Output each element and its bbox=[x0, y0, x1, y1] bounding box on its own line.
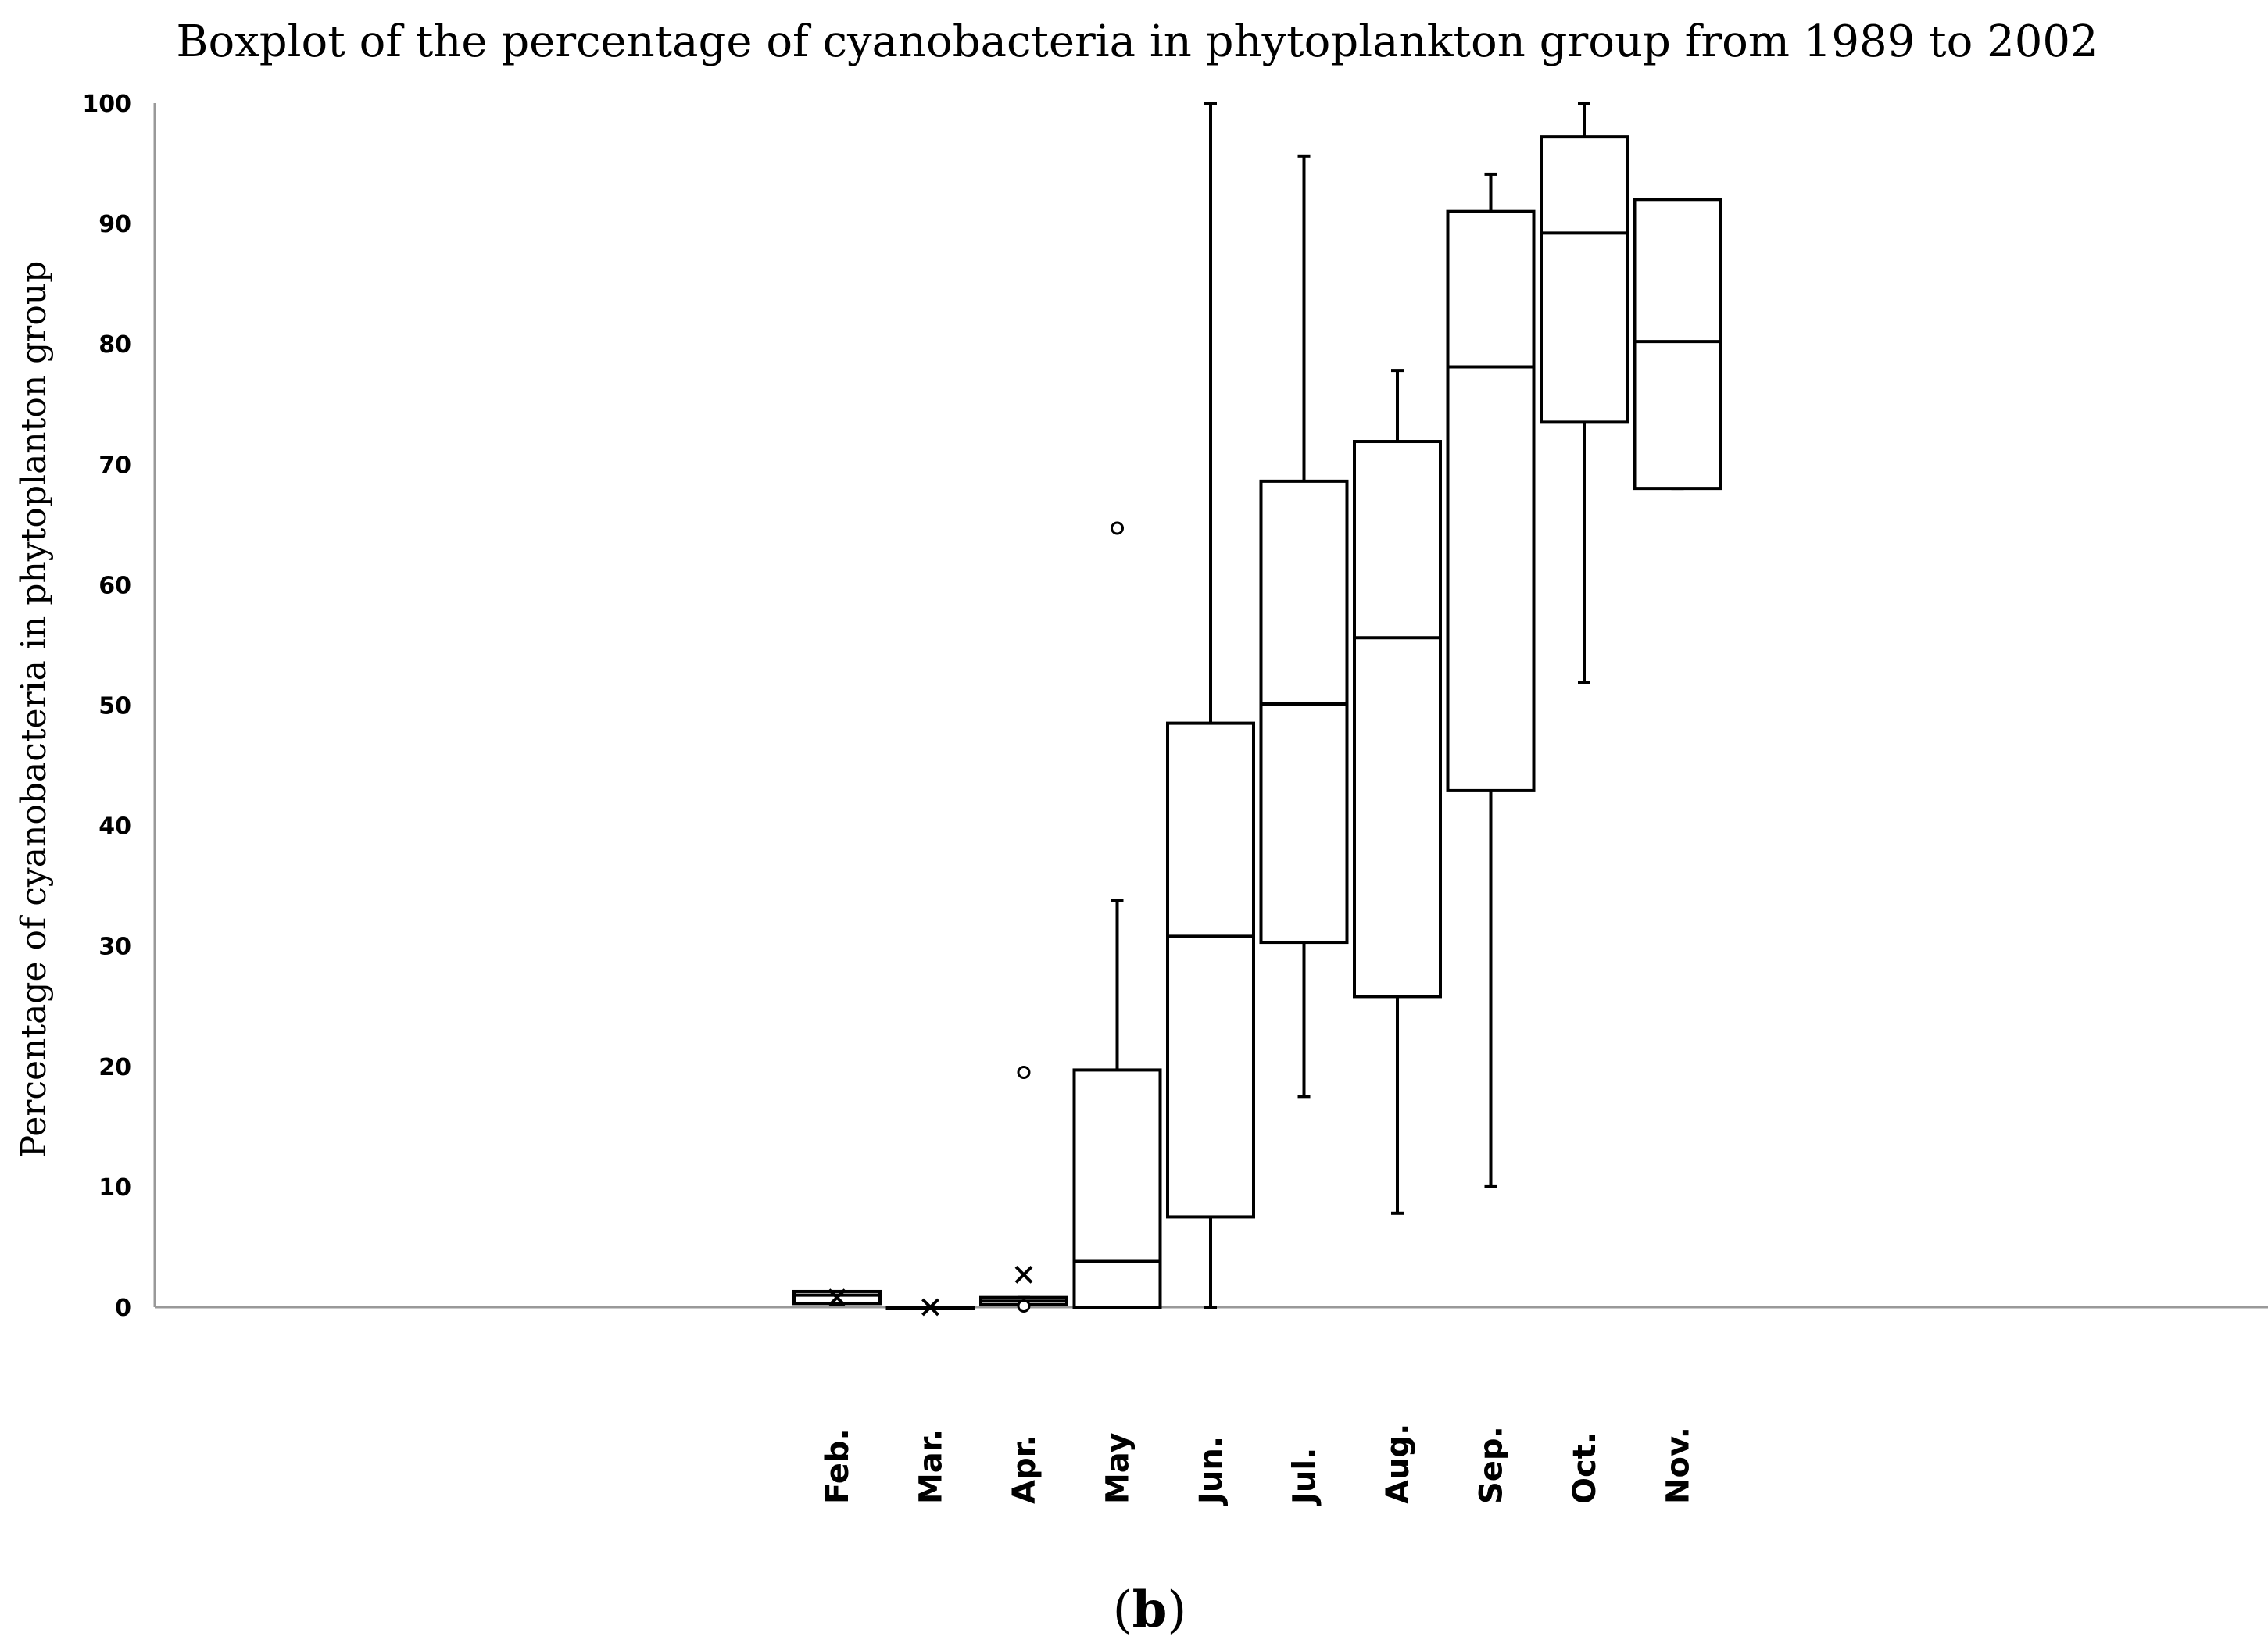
figure-caption: (b) bbox=[1113, 1581, 1187, 1639]
outlier-point bbox=[1017, 1299, 1031, 1313]
x-tick-label: Aug. bbox=[1380, 1424, 1416, 1504]
box-iqr bbox=[1446, 209, 1536, 792]
box-4 bbox=[1072, 521, 1162, 1309]
y-axis-label: Percentage of cyanobacteria in phytoplan… bbox=[14, 261, 54, 1159]
y-tick-label: 60 bbox=[98, 572, 131, 599]
y-tick-label: 70 bbox=[98, 452, 131, 479]
box-5 bbox=[1166, 102, 1255, 1309]
box-9 bbox=[1540, 102, 1629, 684]
x-tick-label: Feb. bbox=[820, 1428, 856, 1504]
x-tick-label: Oct. bbox=[1567, 1432, 1603, 1504]
box-6 bbox=[1259, 154, 1349, 1099]
box-7 bbox=[1353, 369, 1442, 1215]
box-iqr bbox=[1353, 440, 1442, 999]
y-tick-label: 30 bbox=[98, 934, 131, 961]
outlier-point bbox=[1017, 1066, 1031, 1080]
x-tick-label: Jul. bbox=[1287, 1448, 1323, 1506]
box-series bbox=[792, 102, 1722, 1317]
y-tick-label: 50 bbox=[98, 693, 131, 720]
box-3 bbox=[979, 1066, 1068, 1313]
outlier-point bbox=[1111, 521, 1124, 535]
y-tick-label: 90 bbox=[98, 211, 131, 238]
caption-close-paren: ) bbox=[1167, 1581, 1186, 1639]
x-tick-labels: Feb. Mar. Apr. May Jun. Jul. Aug. Sep. Oct. Nov. bbox=[820, 1424, 1697, 1506]
box-iqr bbox=[1072, 1068, 1162, 1309]
mean-marker bbox=[1014, 1265, 1033, 1284]
box-10 bbox=[1633, 198, 1722, 491]
chart-title: Boxplot of the percentage of cyanobacter… bbox=[176, 16, 2098, 67]
y-tick-label: 0 bbox=[115, 1295, 131, 1322]
y-tick-label: 40 bbox=[98, 813, 131, 841]
y-tick-label: 20 bbox=[98, 1054, 131, 1081]
x-tick-label: Mar. bbox=[914, 1429, 950, 1504]
x-tick-label: Apr. bbox=[1007, 1435, 1043, 1504]
y-tick-labels: 0 10 20 30 40 50 60 70 80 90 100 bbox=[82, 91, 131, 1322]
y-tick-label: 80 bbox=[98, 331, 131, 359]
x-tick-label: Sep. bbox=[1474, 1426, 1510, 1504]
box-iqr bbox=[1540, 135, 1629, 424]
y-tick-label: 100 bbox=[82, 91, 131, 118]
box-2 bbox=[885, 1298, 975, 1317]
caption-open-paren: ( bbox=[1113, 1581, 1132, 1639]
box-iqr bbox=[1259, 479, 1349, 945]
box-1 bbox=[792, 1288, 882, 1307]
mean-marker bbox=[828, 1288, 846, 1307]
y-tick-label: 10 bbox=[98, 1174, 131, 1202]
caption-letter: b bbox=[1132, 1581, 1168, 1639]
x-tick-label: Nov. bbox=[1661, 1427, 1697, 1504]
mean-marker bbox=[921, 1298, 939, 1317]
box-iqr bbox=[1166, 721, 1255, 1219]
box-iqr bbox=[1633, 198, 1722, 491]
x-tick-label: Jun. bbox=[1193, 1436, 1229, 1506]
box-8 bbox=[1446, 172, 1536, 1188]
x-tick-label: May bbox=[1100, 1432, 1136, 1504]
